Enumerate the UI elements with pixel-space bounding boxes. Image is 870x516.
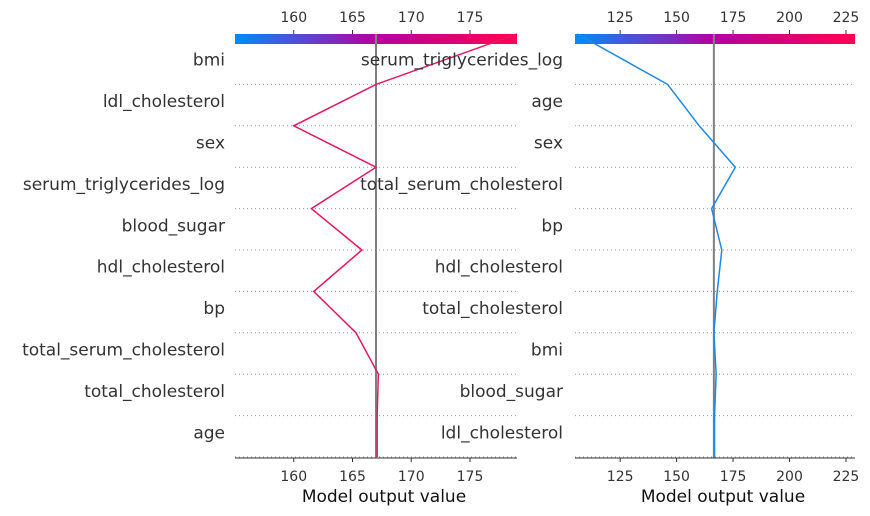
feature-label: bp [541,216,563,236]
top-tick-label: 160 [280,10,307,26]
decision-path-line [576,33,737,457]
feature-label: serum_triglycerides_log [361,51,563,71]
feature-label: hdl_cholesterol [97,258,225,278]
feature-label: blood_sugar [122,216,225,236]
x-axis-label: Model output value [641,487,805,507]
feature-label: age [193,423,225,443]
top-tick-label: 175 [720,10,747,26]
decision-path-line [292,33,518,457]
bottom-tick-label: 160 [280,469,307,485]
feature-label: serum_triglycerides_log [23,175,225,195]
feature-label: total_cholesterol [84,382,225,402]
bottom-tick-label: 225 [833,469,860,485]
feature-label: ldl_cholesterol [103,92,225,112]
bottom-tick-label: 125 [607,469,634,485]
feature-label: total_serum_cholesterol [360,175,563,195]
feature-label: bp [203,299,225,319]
bottom-tick-label: 170 [398,469,425,485]
feature-label: blood_sugar [460,382,563,402]
feature-label: ldl_cholesterol [441,423,563,443]
bottom-tick-label: 175 [457,469,484,485]
feature-label: hdl_cholesterol [435,258,563,278]
feature-label: age [531,92,563,112]
x-axis-label: Model output value [302,487,466,507]
feature-label: total_cholesterol [422,299,563,319]
colorbar [575,34,855,44]
top-tick-label: 200 [776,10,803,26]
bottom-tick-label: 165 [339,469,366,485]
feature-label: sex [196,134,225,154]
decision-plot-2: 125 150 175 200 225 serum_triglycerides_logag… [360,10,859,507]
feature-label: total_serum_cholesterol [22,341,225,361]
top-tick-label: 125 [607,10,634,26]
feature-label: bmi [531,341,563,361]
feature-label: bmi [193,51,225,71]
top-tick-label: 170 [398,10,425,26]
top-tick-label: 165 [339,10,366,26]
feature-label: sex [534,134,563,154]
bottom-tick-label: 150 [663,469,690,485]
bottom-tick-label: 200 [776,469,803,485]
top-tick-label: 225 [833,10,860,26]
top-tick-label: 150 [663,10,690,26]
bottom-tick-label: 175 [720,469,747,485]
top-tick-label: 175 [457,10,484,26]
